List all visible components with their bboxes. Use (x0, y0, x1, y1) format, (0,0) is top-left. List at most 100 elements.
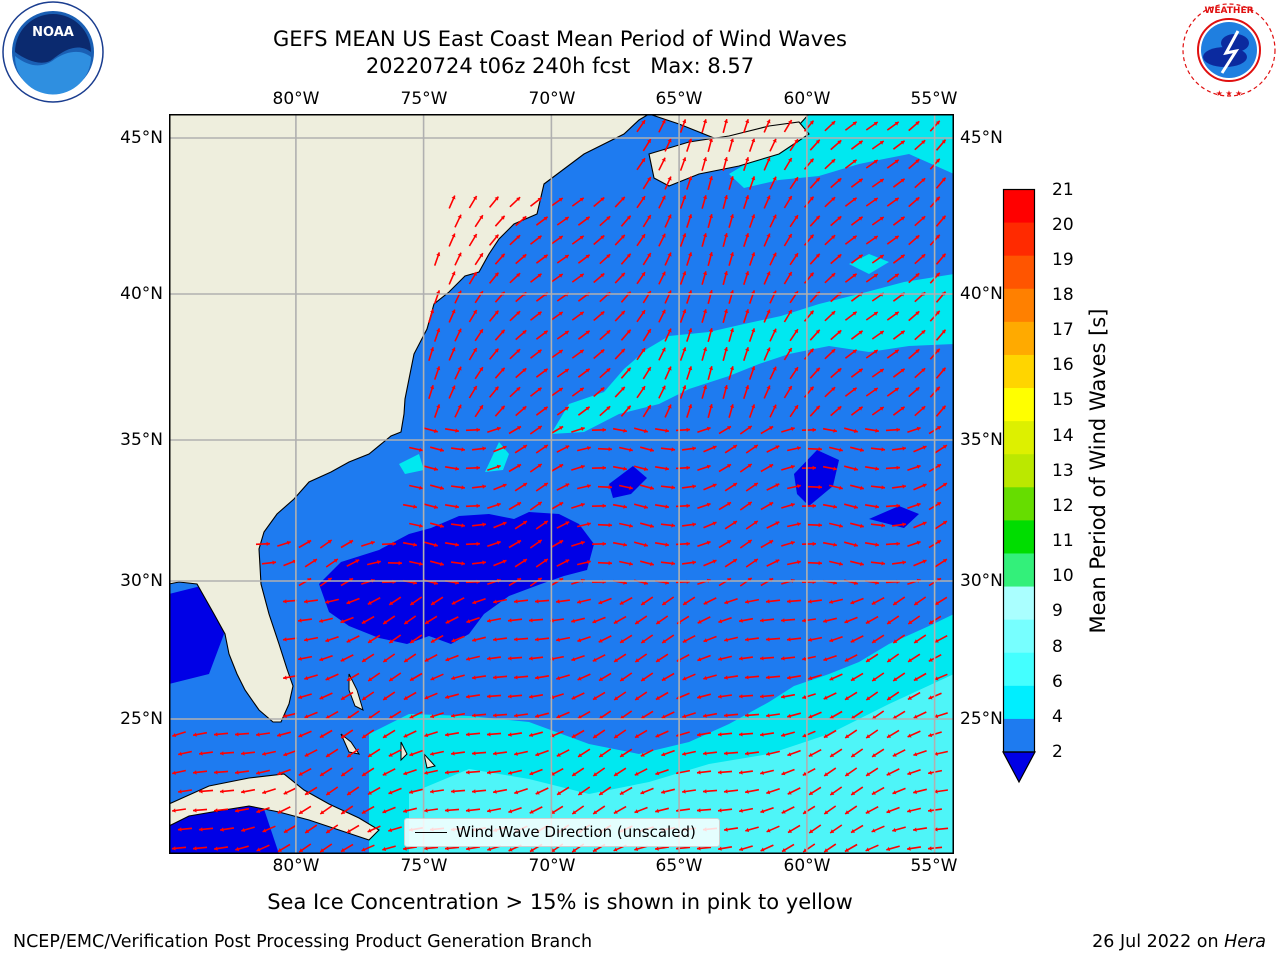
wave-direction-arrowhead (718, 846, 722, 851)
wave-direction-arrowhead (440, 523, 444, 528)
wave-direction-arrowhead (516, 311, 521, 316)
wave-direction-arrowhead (424, 846, 428, 851)
wave-direction-arrowhead (286, 540, 291, 545)
wave-direction-arrowhead (383, 620, 388, 624)
wave-direction-arrowhead (494, 272, 499, 277)
wave-direction-arrowhead (619, 790, 624, 795)
wave-direction-arrowhead (433, 504, 438, 509)
wave-direction-arrowhead (697, 808, 701, 813)
wave-direction-arrowhead (809, 234, 814, 239)
wave-direction-arrowhead (346, 600, 351, 605)
wave-direction-arrowhead (579, 387, 584, 392)
wave-direction-arrowhead (388, 828, 393, 833)
wave-direction-arrowhead (745, 675, 749, 680)
wave-direction-arrowhead (937, 502, 941, 506)
wave-direction-arrowhead (688, 138, 693, 143)
wave-direction-arrowhead (745, 637, 749, 642)
wave-direction-arrowhead (865, 809, 870, 814)
wave-direction-arrowhead (235, 846, 240, 852)
wave-direction-arrowhead (928, 770, 932, 775)
wave-direction-arrowhead (727, 502, 731, 506)
wave-direction-arrowhead (682, 233, 687, 238)
wave-direction-arrowhead (445, 770, 449, 775)
wave-direction-arrowhead (522, 445, 527, 449)
wave-direction-arrowhead (304, 599, 308, 604)
wave-direction-arrowhead (724, 600, 729, 605)
wave-direction-arrowhead (320, 772, 325, 776)
wave-direction-arrowhead (688, 214, 693, 219)
wave-direction-arrowhead (473, 196, 477, 200)
wave-direction-arrowhead (537, 502, 542, 506)
wave-direction-arrowhead (172, 770, 176, 775)
wave-direction-arrowhead (629, 485, 633, 490)
wave-direction-arrowhead (487, 694, 491, 699)
wave-direction-arrowhead (745, 827, 750, 833)
wave-direction-arrowhead (837, 330, 842, 335)
wave-direction-arrowhead (602, 465, 606, 470)
wave-direction-arrowhead (600, 311, 605, 316)
wave-direction-arrowhead (424, 657, 429, 662)
colorbar-cell (1003, 321, 1035, 356)
wave-direction-arrowhead (461, 523, 465, 528)
wave-direction-arrowhead (831, 235, 836, 240)
wind-wave-arrows (171, 118, 949, 853)
wave-direction-arrowhead (853, 504, 858, 509)
wave-direction-arrowhead (787, 790, 792, 795)
wave-direction-arrowhead (340, 657, 345, 662)
low-period-region-far-east (869, 506, 919, 528)
colorbar-cell (1003, 354, 1035, 389)
wave-direction-arrowhead (214, 732, 218, 737)
wave-direction-arrowhead (193, 846, 197, 851)
nws-logo: WEATHER ★ ★ ★ (1182, 3, 1276, 98)
wave-direction-arrowhead (424, 695, 429, 700)
cyan-region-small (485, 442, 509, 472)
wave-direction-arrowhead (389, 639, 394, 643)
wave-direction-arrowhead (853, 542, 858, 547)
wave-direction-arrowhead (661, 347, 666, 352)
colorbar-cell (1003, 222, 1035, 257)
wave-direction-arrowhead (788, 272, 792, 276)
wave-direction-arrowhead (753, 445, 758, 449)
wave-direction-arrowhead (368, 639, 373, 643)
wave-direction-arrowhead (641, 639, 646, 643)
wave-direction-arrowhead (623, 542, 627, 547)
wave-direction-arrowhead (812, 541, 816, 547)
wave-direction-arrowhead (914, 639, 919, 643)
wave-direction-arrowhead (457, 328, 462, 333)
wave-direction-arrowhead (494, 386, 499, 391)
wave-direction-arrowhead (935, 386, 940, 391)
wave-direction-arrowhead (732, 559, 737, 563)
wave-direction-arrowhead (522, 483, 527, 487)
wave-direction-arrowhead (476, 427, 480, 432)
wave-direction-arrowhead (727, 464, 731, 468)
wave-direction-arrowhead (650, 523, 654, 528)
wave-direction-arrowhead (436, 404, 441, 409)
wave-direction-arrowhead (516, 235, 521, 240)
lon-tick-bottom: 65°W (655, 856, 703, 876)
wave-direction-arrowhead (702, 233, 708, 238)
wave-direction-arrowhead (516, 197, 521, 202)
wave-direction-arrowhead (818, 561, 822, 566)
wave-direction-arrowhead (440, 561, 444, 566)
wave-direction-arrowhead (466, 770, 470, 775)
wave-direction-arrowhead (530, 848, 534, 852)
wave-direction-arrowhead (723, 309, 728, 314)
wave-direction-arrowhead (341, 696, 345, 700)
wave-direction-arrowhead (516, 387, 521, 392)
wave-direction-arrowhead (900, 368, 905, 373)
colorbar-cell (1003, 255, 1035, 290)
colorbar-tick: 11 (1052, 531, 1074, 552)
wave-direction-arrowhead (457, 366, 462, 371)
wave-direction-arrowhead (706, 540, 711, 545)
wave-direction-arrowhead (815, 215, 820, 220)
wave-direction-arrowhead (606, 254, 611, 259)
wave-direction-arrowhead (537, 578, 542, 582)
wave-direction-arrowhead (277, 809, 282, 814)
wave-direction-arrowhead (600, 197, 605, 202)
wave-direction-arrowhead (445, 694, 450, 699)
lon-tick-top: 70°W (528, 89, 576, 109)
wave-direction-arrowhead (494, 234, 499, 239)
wave-direction-arrowhead (724, 751, 728, 756)
wave-direction-arrowhead (829, 599, 833, 604)
wave-direction-arrowhead (913, 752, 918, 757)
